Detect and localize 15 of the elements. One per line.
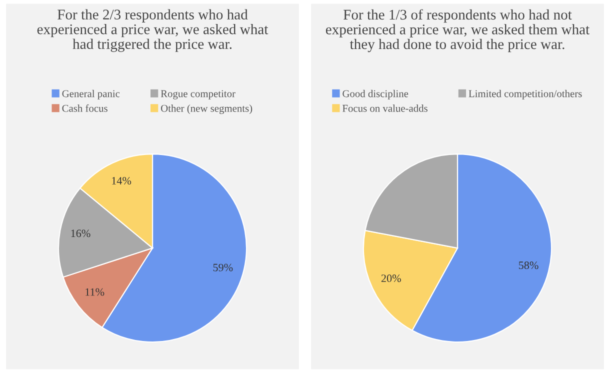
legend-label: Good discipline <box>342 90 408 100</box>
legend-label: Rogue competitor <box>160 90 236 100</box>
data-label: 11% <box>86 288 104 296</box>
data-label: 59% <box>213 264 233 272</box>
data-label: 20% <box>381 274 401 282</box>
legend-label: Other (new segments) <box>161 104 252 114</box>
legend-label: Focus on value-adds <box>342 104 428 112</box>
data-label: 58% <box>518 262 538 270</box>
data-label: 16% <box>71 230 90 238</box>
chart-title: For the 1/3 of respondents who had not experienced a price war, we asked them what they had done to avoid the price war. <box>326 9 590 52</box>
legend-label: Limited competition/others <box>468 90 582 100</box>
data-label: 14% <box>112 176 132 185</box>
legend-label: General panic <box>62 90 120 100</box>
legend-label: Cash focus <box>62 104 108 112</box>
chart-title: For the 2/3 respondents who had experienced a price war, we asked what had triggered the price war. <box>37 9 268 52</box>
